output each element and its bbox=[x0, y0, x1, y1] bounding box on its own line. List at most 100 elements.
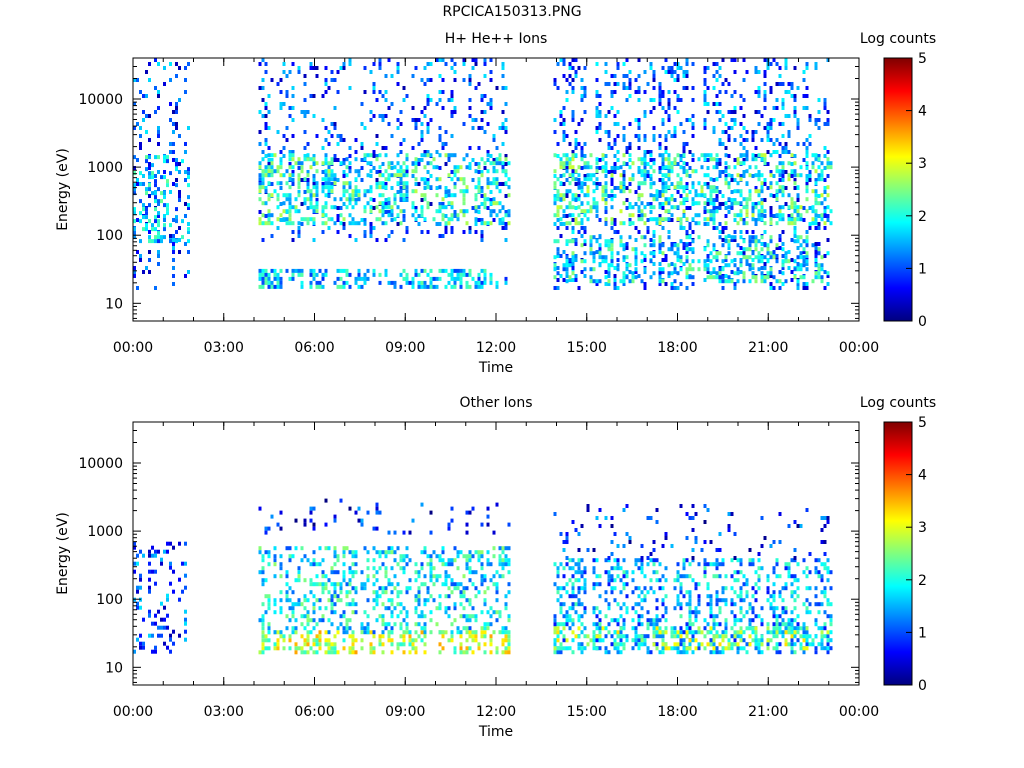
heatmap-cell bbox=[559, 174, 563, 178]
heatmap-cell bbox=[420, 614, 424, 619]
heatmap-cell bbox=[679, 154, 683, 158]
heatmap-cell bbox=[682, 262, 686, 266]
heatmap-cell bbox=[760, 181, 764, 186]
heatmap-cell bbox=[504, 162, 508, 166]
heatmap-cell bbox=[402, 193, 406, 198]
heatmap-cell bbox=[673, 90, 677, 94]
heatmap-cell bbox=[580, 602, 584, 607]
heatmap-cell bbox=[465, 554, 469, 559]
heatmap-cell bbox=[691, 153, 695, 158]
heatmap-cell bbox=[342, 268, 346, 273]
heatmap-cell bbox=[823, 226, 827, 230]
heatmap-cell bbox=[258, 221, 262, 226]
heatmap-cell bbox=[381, 114, 385, 118]
heatmap-cell bbox=[664, 209, 668, 214]
heatmap-cell bbox=[610, 221, 614, 226]
heatmap-cell bbox=[396, 213, 400, 218]
heatmap-cell bbox=[501, 182, 505, 186]
heatmap-cell bbox=[258, 546, 262, 551]
heatmap-cell bbox=[772, 174, 776, 178]
heatmap-cell bbox=[423, 284, 427, 289]
heatmap-cell bbox=[342, 630, 346, 635]
heatmap-cell bbox=[784, 146, 788, 150]
heatmap-cell bbox=[757, 70, 761, 74]
heatmap-cell bbox=[688, 150, 692, 154]
heatmap-cell bbox=[724, 130, 728, 134]
heatmap-cell bbox=[450, 638, 454, 643]
heatmap-cell bbox=[652, 126, 656, 130]
heatmap-cell bbox=[381, 173, 385, 178]
heatmap-cell bbox=[327, 618, 331, 623]
heatmap-cell bbox=[399, 193, 403, 198]
heatmap-cell bbox=[163, 549, 166, 554]
heatmap-cell bbox=[607, 282, 611, 286]
heatmap-cell bbox=[489, 190, 493, 194]
heatmap-cell bbox=[583, 610, 587, 615]
heatmap-cell bbox=[703, 153, 707, 158]
heatmap-cell bbox=[342, 546, 346, 551]
heatmap-cell bbox=[670, 286, 674, 290]
heatmap-cell bbox=[604, 614, 608, 619]
heatmap-cell bbox=[480, 170, 484, 174]
heatmap-cell bbox=[730, 94, 734, 98]
heatmap-cell bbox=[160, 199, 163, 204]
heatmap-cell bbox=[423, 630, 427, 635]
heatmap-cell bbox=[501, 642, 505, 647]
heatmap-cell bbox=[760, 255, 764, 260]
heatmap-cell bbox=[483, 94, 487, 98]
heatmap-cell bbox=[339, 213, 343, 218]
heatmap-cell bbox=[417, 214, 421, 218]
heatmap-cell bbox=[300, 614, 304, 619]
heatmap-cell bbox=[267, 602, 271, 607]
heatmap-cell bbox=[625, 634, 629, 639]
heatmap-cell bbox=[483, 58, 487, 62]
heatmap-cell bbox=[288, 221, 292, 226]
heatmap-cell bbox=[784, 62, 788, 66]
heatmap-cell bbox=[399, 150, 403, 154]
heatmap-cell bbox=[688, 206, 692, 210]
heatmap-cell bbox=[568, 258, 572, 262]
heatmap-cell bbox=[637, 230, 641, 234]
heatmap-cell bbox=[616, 618, 620, 623]
heatmap-cell bbox=[261, 98, 265, 102]
heatmap-cell bbox=[682, 630, 686, 635]
heatmap-cell bbox=[577, 586, 581, 591]
heatmap-cell bbox=[706, 173, 710, 178]
heatmap-cell bbox=[462, 177, 466, 182]
heatmap-cell bbox=[562, 574, 566, 579]
heatmap-cell bbox=[709, 193, 713, 198]
heatmap-cell bbox=[625, 206, 629, 210]
heatmap-cell bbox=[799, 275, 803, 280]
heatmap-cell bbox=[405, 94, 409, 98]
heatmap-cell bbox=[160, 239, 163, 244]
heatmap-cell bbox=[495, 586, 499, 591]
heatmap-cell bbox=[763, 106, 767, 110]
heatmap-cell bbox=[300, 222, 304, 226]
heatmap-cell bbox=[622, 602, 626, 607]
heatmap-cell bbox=[333, 562, 337, 567]
heatmap-cell bbox=[327, 217, 331, 222]
heatmap-cell bbox=[802, 239, 806, 244]
heatmap-cell bbox=[139, 199, 142, 204]
heatmap-cell bbox=[676, 251, 680, 256]
heatmap-cell bbox=[679, 630, 683, 635]
heatmap-cell bbox=[652, 98, 656, 102]
heatmap-cell bbox=[754, 66, 758, 70]
heatmap-cell bbox=[504, 181, 508, 186]
heatmap-cell bbox=[679, 185, 683, 190]
heatmap-cell bbox=[483, 62, 487, 66]
heatmap-cell bbox=[462, 209, 466, 214]
heatmap-cell bbox=[781, 102, 785, 106]
heatmap-cell bbox=[712, 157, 716, 162]
heatmap-cell bbox=[703, 278, 707, 282]
heatmap-cell bbox=[727, 243, 731, 248]
heatmap-cell bbox=[390, 102, 394, 106]
heatmap-cell bbox=[261, 602, 265, 607]
heatmap-cell bbox=[348, 193, 352, 198]
heatmap-cell bbox=[154, 155, 157, 160]
heatmap-cell bbox=[151, 191, 154, 196]
heatmap-cell bbox=[285, 209, 289, 214]
heatmap-cell bbox=[261, 173, 265, 178]
heatmap-cell bbox=[805, 267, 809, 272]
heatmap-cell bbox=[498, 546, 502, 551]
